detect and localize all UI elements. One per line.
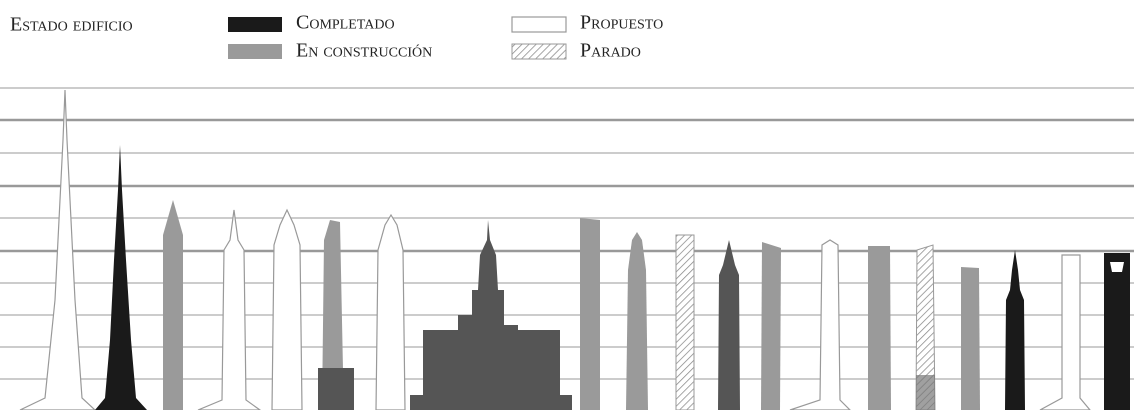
building — [626, 232, 648, 410]
swatch-completed — [228, 17, 282, 32]
legend-label: En construcción — [296, 40, 432, 62]
building — [1005, 250, 1025, 410]
building — [271, 208, 303, 410]
legend-label: Completado — [296, 12, 395, 34]
building — [410, 220, 572, 410]
swatch-under-construction — [228, 44, 282, 59]
building — [761, 242, 781, 410]
swatch-stopped — [511, 43, 567, 60]
building — [375, 213, 406, 410]
building — [163, 200, 183, 410]
buildings — [19, 89, 1130, 410]
swatch-proposed — [511, 16, 567, 33]
height-lines — [0, 87, 1134, 380]
building — [197, 209, 262, 410]
legend-label: Parado — [580, 40, 641, 62]
building — [868, 246, 891, 410]
legend-title: Estado edificio — [10, 14, 133, 36]
building — [19, 89, 96, 410]
building — [915, 244, 936, 410]
building — [718, 240, 740, 410]
building — [675, 234, 695, 410]
legend: Estado edificio Completado En construcci… — [10, 12, 663, 62]
legend-label: Propuesto — [580, 12, 663, 34]
building — [961, 267, 980, 410]
building-base — [318, 368, 354, 410]
building — [1039, 254, 1091, 410]
building — [95, 145, 147, 410]
building — [322, 220, 346, 410]
building — [789, 239, 851, 410]
building — [1104, 253, 1130, 410]
building-base — [916, 375, 935, 410]
building — [580, 218, 600, 410]
